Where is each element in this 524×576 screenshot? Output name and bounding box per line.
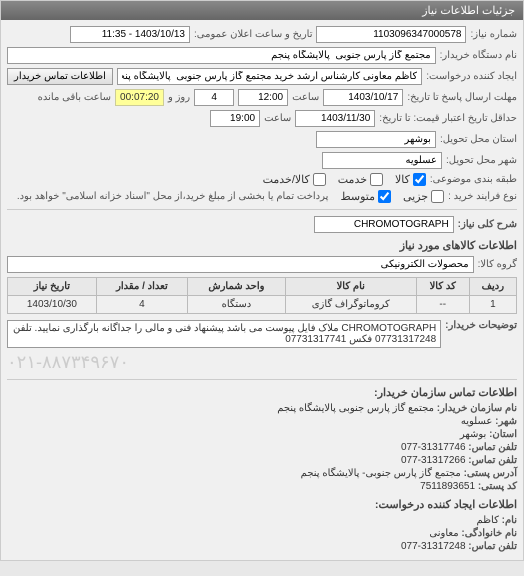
panel-header: جزئیات اطلاعات نیاز — [1, 1, 523, 20]
buy-note: پرداخت تمام یا بخشی از مبلغ خرید،از محل … — [7, 191, 328, 202]
divider — [7, 209, 517, 210]
need-desc-label: شرح کلی نیاز: — [458, 219, 517, 230]
announce-input[interactable] — [70, 26, 190, 43]
family-line: نام خانوادگی: معاونی — [7, 528, 517, 539]
buyer-notes-label: توضیحات خریدار: — [445, 320, 517, 331]
validity-time-input[interactable] — [210, 110, 260, 127]
req-creator-title: اطلاعات ایجاد کننده درخواست: — [7, 498, 517, 511]
td-qty: 4 — [96, 296, 187, 314]
faded-phone: ۰۲۱-۸۸۷۳۴۹۶۷۰ — [7, 352, 517, 373]
announce-label: تاریخ و ساعت اعلان عمومی: — [194, 29, 313, 40]
panel-content: شماره نیاز: تاریخ و ساعت اعلان عمومی: نا… — [1, 20, 523, 560]
name-line: نام: کاظم — [7, 515, 517, 526]
need-number-input[interactable] — [316, 26, 466, 43]
buyer-notes-box: CHROMOTOGRAPH ملاک فایل پیوست می باشد پی… — [7, 320, 441, 348]
th-code: کد کالا — [416, 278, 469, 296]
goods-label: کالا — [395, 173, 410, 186]
delivery-city-input[interactable] — [322, 152, 442, 169]
table-header-row: ردیف کد کالا نام کالا واحد شمارش تعداد /… — [8, 278, 517, 296]
divider-2 — [7, 379, 517, 380]
th-qty: تعداد / مقدار — [96, 278, 187, 296]
buyer-info-button[interactable]: اطلاعات تماس خریدار — [7, 68, 113, 85]
grouping-label: طبقه بندی موضوعی: — [430, 174, 517, 185]
deadline-date-input[interactable] — [323, 89, 403, 106]
org-line: نام سازمان خریدار: مجتمع گاز پارس جنوبی … — [7, 403, 517, 414]
state-line: استان: بوشهر — [7, 429, 517, 440]
medium-checkbox[interactable] — [378, 190, 391, 203]
creator-label: ایجاد کننده درخواست: — [426, 71, 517, 82]
goods-service-label: کالا/خدمت — [263, 173, 310, 186]
goods-checkbox[interactable] — [413, 173, 426, 186]
fax-line: تلفن تماس: 31317266-077 — [7, 455, 517, 466]
validity-label: حداقل تاریخ اعتبار قیمت: تا تاریخ: — [379, 113, 517, 124]
city-line: شهر: عسلویه — [7, 416, 517, 427]
delivery-city-label: شهر محل تحویل: — [446, 155, 517, 166]
addr-line: آدرس پستی: مجتمع گاز پارس جنوبی- پالایشگ… — [7, 468, 517, 479]
contact-title: اطلاعات تماس سازمان خریدار: — [7, 386, 517, 399]
medium-label: متوسط — [340, 190, 375, 203]
td-date: 1403/10/30 — [8, 296, 97, 314]
th-row: ردیف — [469, 278, 516, 296]
td-name: کروماتوگراف گازی — [285, 296, 416, 314]
remain-day-label: روز و — [168, 92, 190, 103]
validity-time-label: ساعت — [264, 113, 291, 124]
table-row[interactable]: 1 -- کروماتوگراف گازی دستگاه 4 1403/10/3… — [8, 296, 517, 314]
goods-group-input[interactable] — [7, 256, 474, 273]
phone-line: تلفن تماس: 31317746-077 — [7, 442, 517, 453]
contact-phone-line: تلفن تماس: 31317248-077 — [7, 541, 517, 552]
partial-label: جزیی — [403, 190, 428, 203]
th-date: تاریخ نیاز — [8, 278, 97, 296]
partial-checkbox[interactable] — [431, 190, 444, 203]
delivery-state-label: استان محل تحویل: — [440, 134, 517, 145]
goods-group-label: گروه کالا: — [478, 259, 517, 270]
creator-input[interactable] — [117, 68, 422, 85]
goods-service-checkbox[interactable] — [313, 173, 326, 186]
buyer-label: نام دستگاه خریدار: — [440, 50, 517, 61]
deadline-time-input[interactable] — [238, 89, 288, 106]
postal-line: کد پستی: 7511893651 — [7, 481, 517, 492]
items-title: اطلاعات کالاهای مورد نیاز — [7, 239, 517, 252]
delivery-state-input[interactable] — [316, 131, 436, 148]
service-label: خدمت — [338, 173, 367, 186]
service-checkbox[interactable] — [370, 173, 383, 186]
need-desc-input[interactable] — [314, 216, 454, 233]
td-code: -- — [416, 296, 469, 314]
validity-date-input[interactable] — [295, 110, 375, 127]
th-name: نام کالا — [285, 278, 416, 296]
need-number-label: شماره نیاز: — [470, 29, 517, 40]
buyer-input[interactable] — [7, 47, 436, 64]
deadline-label: مهلت ارسال پاسخ تا تاریخ: — [407, 92, 517, 103]
remain-day-input[interactable] — [194, 89, 234, 106]
td-unit: دستگاه — [188, 296, 286, 314]
remain-label: ساعت باقی مانده — [38, 92, 111, 103]
main-panel: جزئیات اطلاعات نیاز شماره نیاز: تاریخ و … — [0, 0, 524, 561]
td-row: 1 — [469, 296, 516, 314]
buy-type-label: نوع فرایند خرید : — [448, 191, 517, 202]
th-unit: واحد شمارش — [188, 278, 286, 296]
items-table: ردیف کد کالا نام کالا واحد شمارش تعداد /… — [7, 277, 517, 314]
remain-time-box: 00:07:20 — [115, 89, 164, 106]
deadline-time-label: ساعت — [292, 92, 319, 103]
